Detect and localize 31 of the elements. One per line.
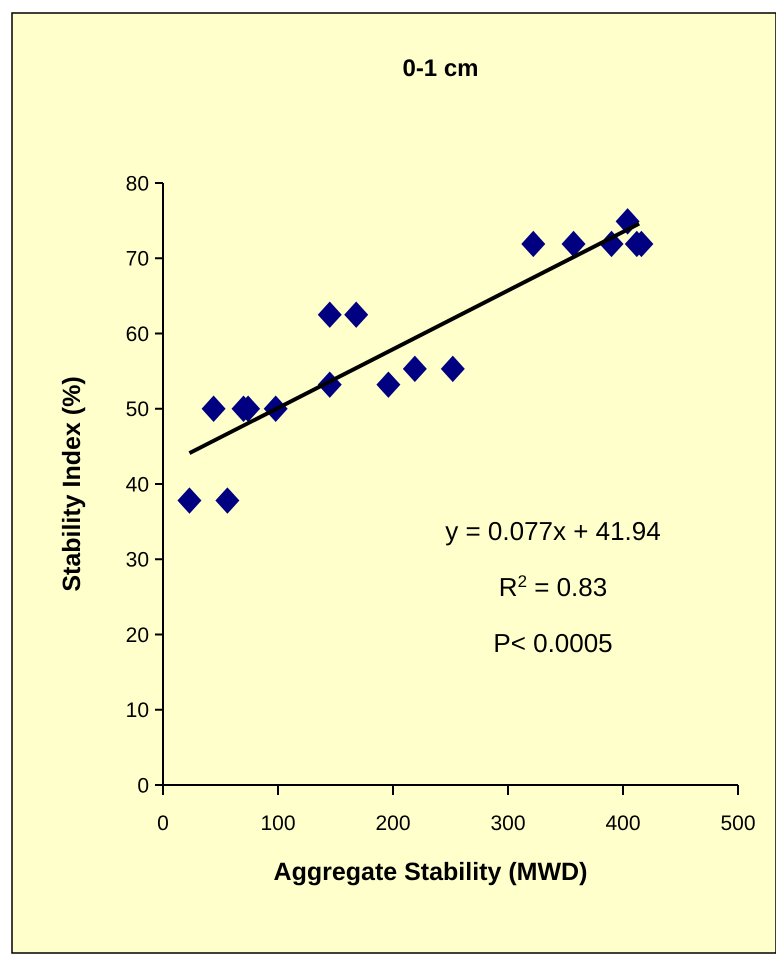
y-tick-label: 50 bbox=[126, 398, 149, 422]
point bbox=[376, 371, 400, 398]
annotation: y = 0.077x + 41.94 bbox=[445, 516, 661, 546]
x-tick-label: 100 bbox=[260, 812, 296, 835]
y-axis-title: Stability Index (%) bbox=[58, 376, 86, 592]
chart-title: 0-1 cm bbox=[402, 55, 479, 82]
y-tick-label: 0 bbox=[137, 774, 149, 798]
x-tick-label: 200 bbox=[375, 812, 411, 835]
y-tick-label: 10 bbox=[126, 699, 149, 722]
y-tick-label: 60 bbox=[126, 322, 149, 346]
x-tick-label: 300 bbox=[490, 812, 526, 835]
point bbox=[521, 230, 546, 258]
y-tick-label: 70 bbox=[126, 248, 149, 271]
annotation: R$^{2}$ = 0.83 bbox=[498, 572, 608, 602]
point bbox=[402, 356, 427, 382]
point bbox=[202, 396, 226, 422]
x-axis-title: Aggregate Stability (MWD) bbox=[274, 858, 588, 886]
point bbox=[215, 487, 240, 514]
point bbox=[344, 301, 368, 328]
y-tick-label: 30 bbox=[126, 548, 149, 572]
x-tick-label: 500 bbox=[720, 812, 756, 835]
x-tick-label: 400 bbox=[605, 812, 641, 835]
point bbox=[562, 230, 586, 258]
x-tick-label: 0 bbox=[157, 812, 169, 835]
point bbox=[440, 356, 465, 382]
point bbox=[318, 301, 342, 328]
annotation: P< 0.0005 bbox=[493, 628, 613, 658]
y-tick-label: 40 bbox=[126, 473, 149, 496]
y-tick-label: 20 bbox=[126, 624, 149, 647]
point bbox=[177, 487, 202, 514]
y-tick-label: 80 bbox=[126, 172, 149, 196]
